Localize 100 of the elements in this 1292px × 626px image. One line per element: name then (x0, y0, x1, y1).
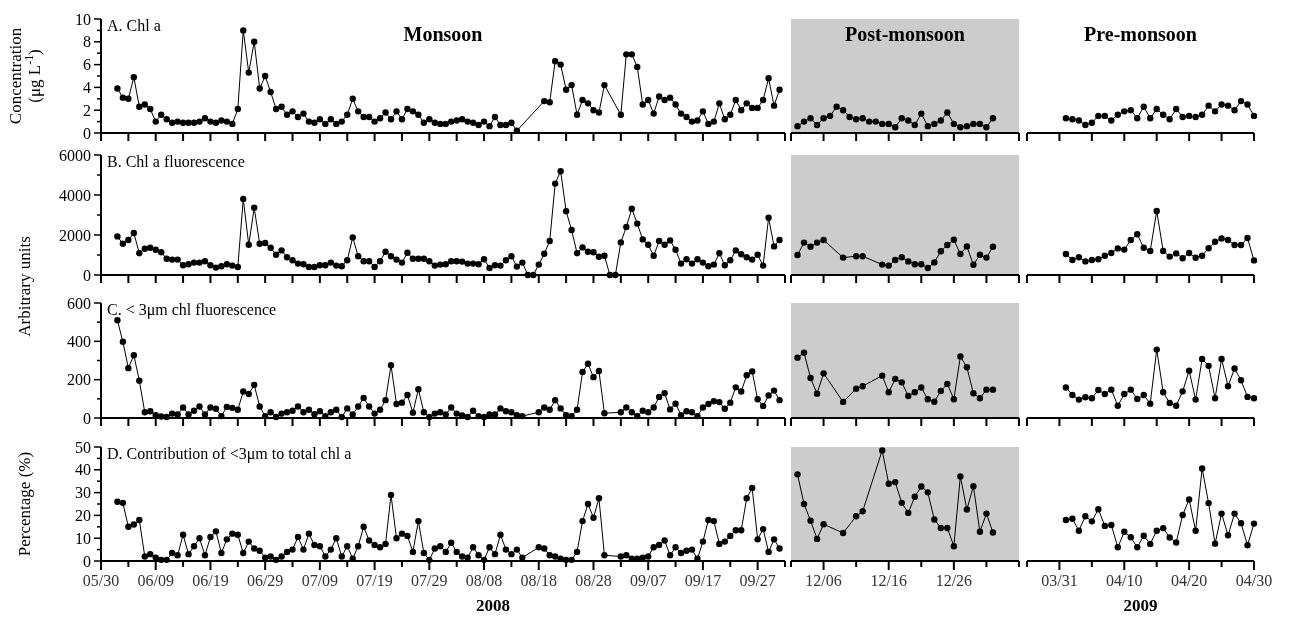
chart-title: Pre-monsoon (1084, 23, 1197, 45)
point (937, 117, 945, 124)
point (1172, 402, 1180, 409)
point (826, 112, 834, 120)
point (807, 374, 814, 382)
point (983, 386, 990, 393)
y-tick-label: 40 (75, 461, 91, 479)
point (1069, 391, 1076, 399)
point (872, 118, 879, 125)
y-tick-label: 200 (67, 371, 91, 389)
point (800, 118, 808, 125)
point (1088, 518, 1096, 525)
y-tick-label: 20 (75, 507, 91, 524)
point (924, 264, 931, 272)
point (1218, 101, 1225, 108)
x-tick-label: 04/10 (1106, 572, 1143, 589)
point (898, 114, 905, 122)
point (879, 447, 886, 454)
point (1192, 254, 1199, 261)
point (911, 493, 918, 500)
point (1101, 390, 1109, 398)
point (807, 243, 814, 250)
point (1250, 520, 1258, 527)
point (1231, 241, 1238, 249)
y-tick-label: 30 (75, 484, 91, 502)
point (983, 124, 990, 131)
point (950, 396, 958, 403)
point (807, 517, 814, 524)
point (1211, 540, 1219, 547)
y-tick-label: 400 (67, 332, 91, 350)
x-tick-label: 12/26 (935, 572, 973, 589)
point (859, 114, 866, 122)
point (1153, 105, 1160, 113)
point (1160, 111, 1167, 118)
point (1205, 102, 1212, 109)
point (1244, 234, 1251, 242)
point (852, 513, 860, 520)
point (911, 121, 918, 129)
point (1179, 511, 1186, 519)
point (1147, 114, 1154, 122)
point (1114, 544, 1121, 551)
x-tick-label: 03/31 (1041, 572, 1078, 589)
point (911, 389, 918, 396)
point (1095, 256, 1102, 263)
point (1153, 207, 1160, 215)
point (1172, 539, 1180, 546)
point (892, 375, 899, 383)
point (918, 384, 925, 391)
point (1179, 255, 1186, 262)
point (1062, 516, 1070, 524)
point (1075, 117, 1083, 124)
point (1121, 528, 1128, 536)
point (846, 113, 853, 121)
point (976, 528, 984, 536)
point (1108, 386, 1115, 393)
point (931, 516, 938, 523)
point (1237, 241, 1245, 249)
point (794, 471, 801, 478)
x-axis-title: 2008 (476, 596, 510, 615)
x-tick-label: 06/19 (192, 572, 229, 589)
point (989, 243, 997, 250)
point (1166, 399, 1173, 407)
point (1153, 527, 1160, 534)
point (892, 124, 899, 131)
point (820, 521, 827, 528)
point (950, 542, 958, 550)
point (944, 524, 951, 532)
point (1231, 510, 1238, 517)
point (1250, 112, 1258, 120)
point (800, 239, 808, 246)
point (1224, 236, 1232, 244)
point (1075, 527, 1083, 534)
point (1140, 244, 1147, 251)
x-tick-label: 07/19 (356, 572, 393, 589)
point (865, 118, 873, 125)
y-tick-label: 0 (83, 409, 91, 427)
point (1244, 101, 1251, 108)
point (852, 385, 860, 392)
point (918, 110, 925, 117)
point (1218, 235, 1225, 242)
y-tick-label: 4000 (59, 186, 91, 204)
point (924, 396, 931, 403)
point (918, 483, 925, 490)
chart-title: Post-monsoon (844, 23, 966, 45)
point (794, 251, 801, 259)
point (983, 254, 990, 261)
point (1237, 519, 1245, 527)
point (1082, 513, 1089, 520)
point (1108, 521, 1115, 529)
point (1134, 544, 1141, 551)
point (1082, 121, 1089, 129)
point (1244, 393, 1251, 401)
point (885, 480, 892, 487)
x-tick-label: 08/28 (575, 572, 612, 589)
point (957, 353, 964, 360)
point (970, 390, 977, 397)
point (898, 254, 905, 261)
point (879, 372, 886, 379)
point (1166, 534, 1173, 541)
point (839, 107, 847, 114)
